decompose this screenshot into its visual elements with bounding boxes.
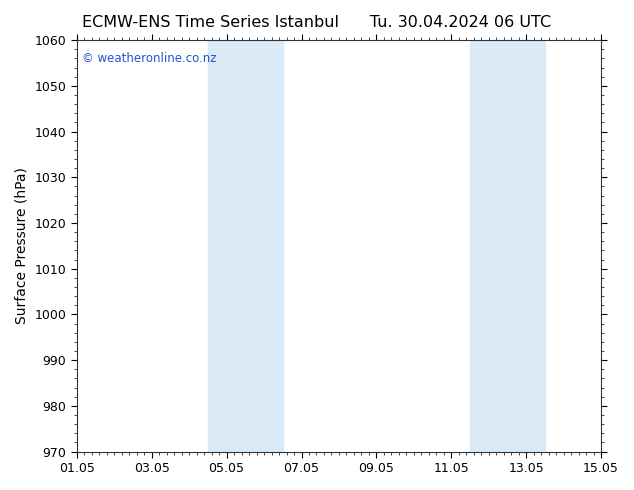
- Text: © weatheronline.co.nz: © weatheronline.co.nz: [82, 52, 217, 66]
- Y-axis label: Surface Pressure (hPa): Surface Pressure (hPa): [15, 168, 29, 324]
- Bar: [470, 40, 545, 452]
- Bar: [208, 40, 283, 452]
- Text: ECMW-ENS Time Series Istanbul      Tu. 30.04.2024 06 UTC: ECMW-ENS Time Series Istanbul Tu. 30.04.…: [82, 15, 552, 30]
